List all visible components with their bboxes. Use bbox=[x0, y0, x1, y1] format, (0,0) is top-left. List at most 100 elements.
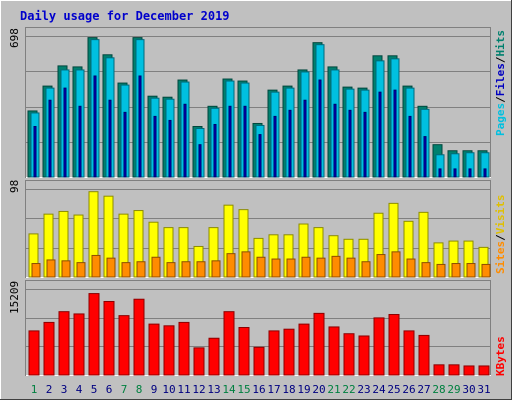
day-label: 16 bbox=[252, 383, 265, 396]
kbytes-bar: KBytes 16: 4900 bbox=[253, 346, 265, 376]
kbytes-bar: KBytes 29: 1800 bbox=[448, 364, 460, 376]
kbytes-bar: KBytes 30: 1600 bbox=[463, 365, 475, 376]
sites-bar-rect: Sites 22: 21 bbox=[346, 257, 356, 278]
sites-bar-rect: Sites 19: 22 bbox=[301, 256, 311, 278]
kbytes-bar: KBytes 27: 7000 bbox=[418, 334, 430, 376]
middle-axis-max-label: 98 bbox=[8, 180, 21, 193]
kbytes-bar: KBytes 25: 10700 bbox=[388, 313, 400, 376]
sites-bar: Sites 13: 18 bbox=[211, 260, 221, 278]
kbytes-bar: KBytes 8: 13400 bbox=[133, 298, 145, 376]
pages-bar: Pages 2: 380 bbox=[48, 99, 52, 178]
sites-bar: Sites 19: 22 bbox=[301, 256, 311, 278]
sites-bar-rect: Sites 27: 16 bbox=[421, 262, 431, 278]
pages-bar: Pages 26: 300 bbox=[408, 115, 412, 178]
bottom-axis-max-label: 15209 bbox=[8, 281, 21, 314]
sites-bar-rect: Sites 20: 21 bbox=[316, 257, 326, 278]
pages-bar-rect: Pages 18: 330 bbox=[288, 109, 292, 178]
pages-bar-rect: Pages 3: 440 bbox=[63, 87, 67, 178]
day-label: 31 bbox=[477, 383, 490, 396]
day-label: 20 bbox=[312, 383, 325, 396]
kbytes-bar-rect: KBytes 11: 9300 bbox=[178, 321, 190, 376]
kbytes-bar: KBytes 4: 10800 bbox=[73, 313, 85, 376]
pages-bar: Pages 7: 320 bbox=[123, 111, 127, 178]
kbytes-bar: KBytes 2: 9300 bbox=[43, 321, 55, 376]
sites-bar: Sites 17: 20 bbox=[271, 258, 281, 278]
kbytes-bar-rect: KBytes 3: 11200 bbox=[58, 311, 70, 376]
sites-bar-rect: Sites 14: 26 bbox=[226, 253, 236, 278]
sites-bar: Sites 10: 16 bbox=[166, 262, 176, 278]
pages-bar: Pages 24: 420 bbox=[378, 91, 382, 178]
kbytes-bar: KBytes 22: 7300 bbox=[343, 333, 355, 376]
pages-bar: Pages 13: 260 bbox=[213, 123, 217, 178]
kbytes-bar: KBytes 12: 4800 bbox=[193, 347, 205, 376]
kbytes-bar: KBytes 3: 11200 bbox=[58, 311, 70, 376]
kbytes-bar-rect: KBytes 21: 8500 bbox=[328, 326, 340, 376]
chart-marks: Hits 1: 327Files 1: 317Pages 1: 250Hits … bbox=[26, 36, 491, 376]
day-label: 12 bbox=[192, 383, 205, 396]
kbytes-bar: KBytes 28: 1800 bbox=[433, 364, 445, 376]
day-label: 28 bbox=[432, 383, 445, 396]
pages-bar-rect: Pages 19: 380 bbox=[303, 99, 307, 178]
sites-bar: Sites 25: 28 bbox=[391, 251, 401, 278]
kbytes-bar-rect: KBytes 31: 1600 bbox=[478, 365, 490, 376]
kbytes-bar: KBytes 23: 6900 bbox=[358, 335, 370, 376]
middle-legend: Sites/Visits bbox=[494, 195, 507, 275]
bottom-legend: KBytes bbox=[494, 336, 507, 376]
legend-kbytes: KBytes bbox=[494, 336, 507, 376]
day-label: 25 bbox=[387, 383, 400, 396]
day-labels: 1 2 3 4 5 6 7 8 9 10 11 12 13 14 15 16 17 18 19 20 21 22 23 24 2… bbox=[31, 383, 491, 396]
sites-bar: Sites 20: 21 bbox=[316, 257, 326, 278]
day-label: 17 bbox=[267, 383, 280, 396]
day-label: 1 bbox=[31, 383, 38, 396]
pages-bar: Pages 31: 40 bbox=[483, 168, 487, 178]
sites-bar: Sites 18: 20 bbox=[286, 258, 296, 278]
day-label: 22 bbox=[342, 383, 355, 396]
chart-title: Daily usage for December 2019 bbox=[20, 9, 230, 23]
kbytes-bar-rect: KBytes 17: 7800 bbox=[268, 330, 280, 376]
sites-bar: Sites 24: 25 bbox=[376, 254, 386, 278]
pages-bar-rect: Pages 12: 160 bbox=[198, 144, 202, 178]
kbytes-bar: KBytes 5: 14400 bbox=[88, 293, 100, 376]
pages-bar-rect: Pages 1: 250 bbox=[33, 125, 37, 178]
sites-bar: Sites 30: 15 bbox=[466, 263, 476, 278]
pages-bar: Pages 27: 200 bbox=[423, 136, 427, 178]
sites-bar-rect: Sites 31: 14 bbox=[481, 263, 491, 278]
day-label: 3 bbox=[61, 383, 68, 396]
sites-bar: Sites 1: 15 bbox=[31, 263, 41, 278]
legend-separator: / bbox=[494, 56, 507, 63]
sites-bar: Sites 26: 20 bbox=[406, 258, 416, 278]
day-label: 10 bbox=[162, 383, 175, 396]
kbytes-bar-rect: KBytes 5: 14400 bbox=[88, 293, 100, 376]
kbytes-bar: KBytes 19: 9000 bbox=[298, 323, 310, 376]
kbytes-bar-rect: KBytes 12: 4800 bbox=[193, 347, 205, 376]
pages-bar-rect: Pages 17: 300 bbox=[273, 115, 277, 178]
legend-separator: / bbox=[494, 96, 507, 103]
sites-bar-rect: Sites 25: 28 bbox=[391, 251, 401, 278]
pages-bar-rect: Pages 24: 420 bbox=[378, 91, 382, 178]
sites-bar: Sites 29: 15 bbox=[451, 263, 461, 278]
pages-bar-rect: Pages 26: 300 bbox=[408, 115, 412, 178]
pages-bar-rect: Pages 22: 330 bbox=[348, 109, 352, 178]
sites-bar: Sites 6: 21 bbox=[106, 257, 116, 278]
pages-bar-rect: Pages 13: 260 bbox=[213, 123, 217, 178]
kbytes-bar-rect: KBytes 15: 8400 bbox=[238, 327, 250, 376]
sites-bar-rect: Sites 1: 15 bbox=[31, 263, 41, 278]
kbytes-bar-rect: KBytes 14: 11200 bbox=[223, 311, 235, 376]
day-label: 26 bbox=[402, 383, 415, 396]
legend-files: Files bbox=[494, 63, 507, 96]
sites-bar-rect: Sites 5: 24 bbox=[91, 254, 101, 278]
kbytes-bar-rect: KBytes 28: 1800 bbox=[433, 364, 445, 376]
sites-bar-rect: Sites 26: 20 bbox=[406, 258, 416, 278]
day-label: 13 bbox=[207, 383, 220, 396]
day-label: 11 bbox=[177, 383, 190, 396]
kbytes-bar: KBytes 13: 6500 bbox=[208, 337, 220, 376]
day-label: 27 bbox=[417, 383, 430, 396]
day-label: 2 bbox=[46, 383, 53, 396]
legend-hits: Hits bbox=[494, 30, 507, 57]
top-axis-max-label: 698 bbox=[8, 28, 21, 48]
pages-bar-rect: Pages 2: 380 bbox=[48, 99, 52, 178]
pages-bar: Pages 18: 330 bbox=[288, 109, 292, 178]
day-label: 30 bbox=[462, 383, 475, 396]
pages-bar: Pages 12: 160 bbox=[198, 144, 202, 178]
